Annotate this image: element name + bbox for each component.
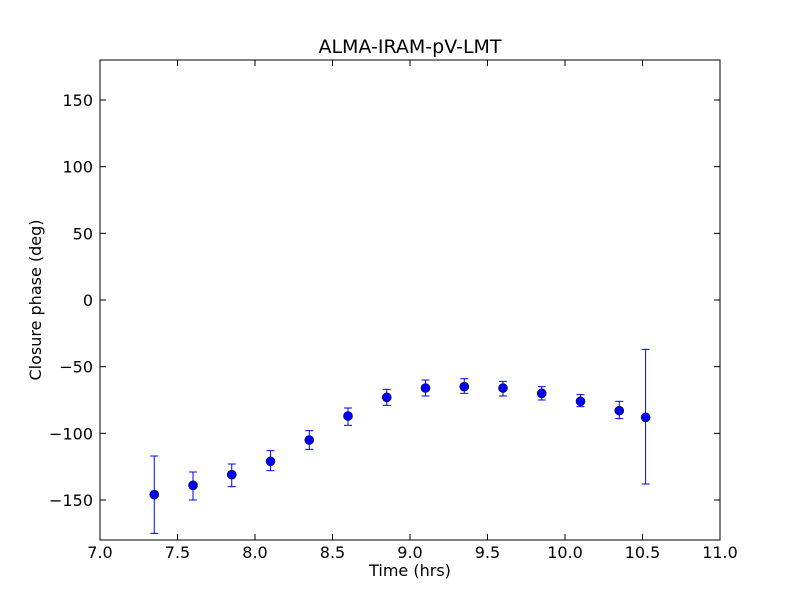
point-marker: [188, 480, 198, 491]
plot-frame: [99, 59, 721, 541]
data-point: [536, 386, 547, 401]
data-point: [640, 348, 651, 485]
data-point: [498, 380, 508, 397]
x-tick-label: 9.0: [397, 543, 422, 562]
data-point: [575, 394, 586, 408]
data-point: [304, 430, 315, 450]
x-tick-label: 7.0: [87, 543, 112, 562]
x-tick-label: 11.0: [702, 543, 738, 562]
chart-title: ALMA-IRAM-pV-LMT: [318, 36, 501, 58]
point-marker: [381, 392, 392, 403]
point-marker: [459, 381, 470, 392]
point-marker: [498, 383, 508, 393]
x-tick-label: 9.5: [475, 543, 500, 562]
x-tick-label: 7.5: [165, 543, 190, 562]
data-point: [381, 388, 392, 406]
y-axis-label: Closure phase (deg): [26, 219, 45, 380]
y-tick-label: −100: [49, 424, 93, 443]
data-point: [188, 471, 198, 501]
x-axis-label: Time (hrs): [368, 561, 451, 580]
point-marker: [226, 469, 237, 480]
y-tick-label: −50: [59, 358, 93, 377]
point-marker: [343, 411, 353, 421]
data-point: [459, 378, 470, 394]
point-marker: [536, 388, 547, 399]
x-tick-label: 10.0: [547, 543, 583, 562]
data-point: [265, 450, 276, 472]
y-tick-label: −150: [49, 491, 93, 510]
y-tick-label: 0: [83, 291, 93, 310]
point-marker: [640, 412, 651, 423]
point-marker: [304, 435, 315, 445]
point-marker: [420, 383, 431, 393]
point-marker: [265, 456, 276, 467]
y-tick-label: 100: [62, 158, 93, 177]
data-point: [420, 379, 431, 397]
y-tick-label: 150: [62, 91, 93, 110]
point-marker: [149, 489, 160, 500]
ticks-layer: 7.0 7.5 8.0 8.5 9.0 9.5 10.0 10.5 11.0 −150 −100 −5…: [49, 60, 738, 562]
point-marker: [575, 396, 586, 407]
point-marker: [614, 405, 625, 416]
data-point: [614, 400, 625, 420]
data-point: [149, 455, 160, 534]
marks-layer: [149, 348, 651, 534]
x-tick-label: 8.0: [242, 543, 267, 562]
data-point: [226, 463, 237, 488]
x-tick-label: 8.5: [320, 543, 345, 562]
data-point: [343, 407, 353, 426]
y-tick-label: 50: [73, 224, 93, 243]
x-tick-label: 10.5: [625, 543, 661, 562]
